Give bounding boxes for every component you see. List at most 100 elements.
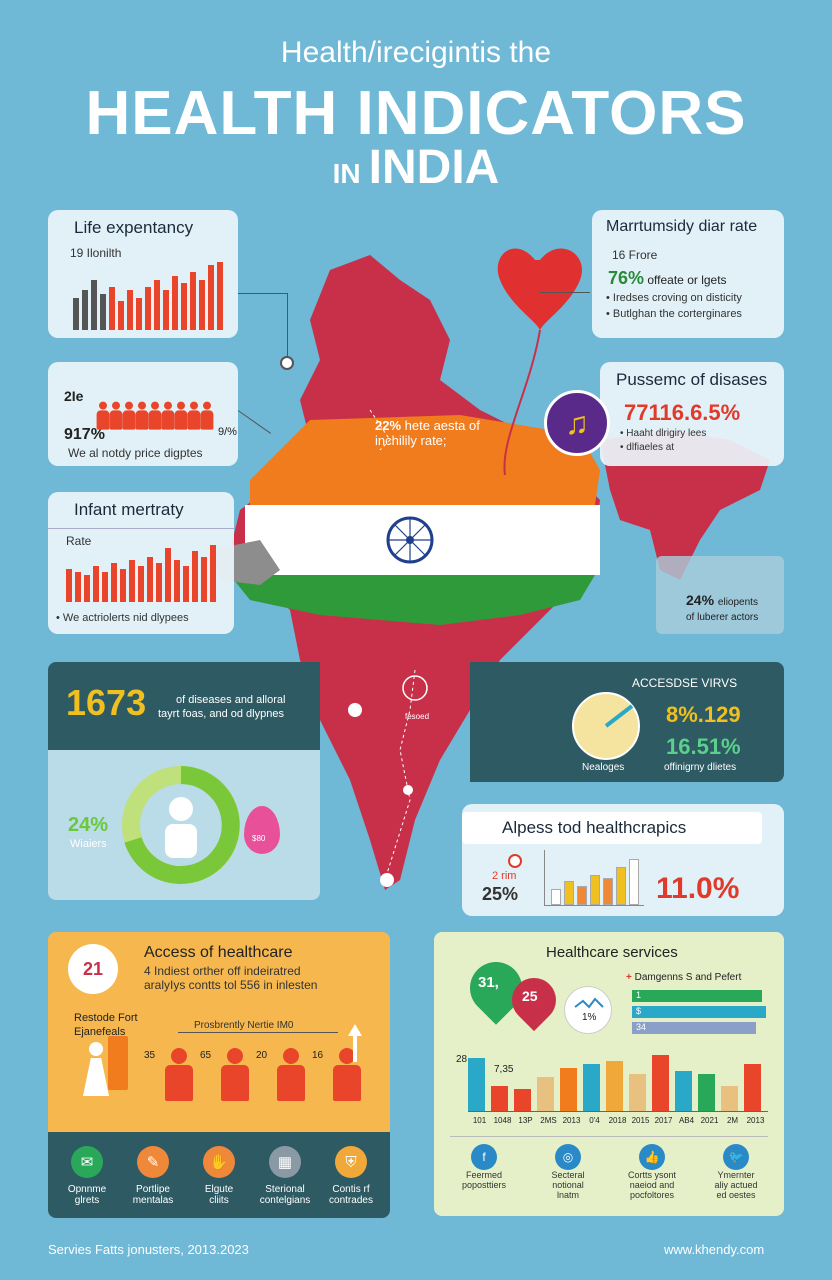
infant-mortality-title: Infant mertraty xyxy=(74,500,184,519)
workers-donut-chart xyxy=(122,766,240,884)
social-label: ed oestes xyxy=(716,1190,756,1200)
diseases-band-text-1: of diseases and alloral xyxy=(176,694,286,706)
access-left-label-2: Ejanefeals xyxy=(74,1026,126,1038)
social-label: Feermed xyxy=(465,1170,502,1180)
social-label: naeiod and xyxy=(629,1180,675,1190)
chart-bar xyxy=(190,272,196,330)
chart-bar xyxy=(145,287,151,330)
mail-icon: ✉ xyxy=(71,1146,103,1178)
chart-bar xyxy=(698,1074,715,1111)
infant-mortality-chart xyxy=(66,540,231,602)
x-tick-label: 101 xyxy=(472,1116,487,1125)
feature-item[interactable]: ✋ Elgute cliits xyxy=(186,1146,252,1206)
services-pin-1: 31, xyxy=(478,974,499,991)
services-axis-mid: 7,35 xyxy=(494,1064,514,1075)
chart-bar xyxy=(163,290,169,330)
chart-bar xyxy=(629,1074,646,1111)
services-legend-bars: 1 $34 xyxy=(632,990,772,1038)
diseases-line-1: • Haaht dlrigiry lees xyxy=(620,428,707,439)
x-tick-label: 2021 xyxy=(700,1116,719,1125)
chart-bar xyxy=(82,290,88,330)
access-pie-chart xyxy=(572,692,640,760)
alpess-chart xyxy=(544,850,644,906)
population-pct-left: 917% xyxy=(64,426,105,443)
social-item[interactable]: ◎ Secteral notional lnatm xyxy=(526,1144,610,1200)
access-views-band: ACCESDSE VIRVS Nealoges 8%.129 16.51% of… xyxy=(470,662,784,782)
shield-icon: ⛨ xyxy=(335,1146,367,1178)
person-icon xyxy=(164,1048,194,1104)
feature-label: contrades xyxy=(329,1195,373,1206)
woman-icon xyxy=(76,1042,116,1096)
x-tick-label: 2015 xyxy=(631,1116,650,1125)
chart-bar xyxy=(102,572,108,602)
workers-pct: 24% xyxy=(68,814,109,836)
header-subtitle: Health/irecigintis the xyxy=(280,36,552,69)
feature-item[interactable]: ⛨ Contis rf contrades xyxy=(318,1146,384,1206)
social-label: pocfoltores xyxy=(629,1190,675,1200)
diseases-pct: 77116.6.5% xyxy=(624,400,741,425)
edit-icon: ✎ xyxy=(137,1146,169,1178)
feature-label: glrets xyxy=(74,1195,100,1206)
thumb-icon: 👍 xyxy=(639,1144,665,1170)
lubber-factors-text-2: of luberer actors xyxy=(686,612,759,623)
life-expectancy-title: Life expentancy xyxy=(74,218,194,237)
feature-item[interactable]: ✉ Opnnme glrets xyxy=(54,1146,120,1206)
chart-bar xyxy=(66,569,72,602)
social-item[interactable]: 👍 Cortts ysont naeiod and pocfoltores xyxy=(610,1144,694,1200)
healthcare-services-card: Healthcare services 31, 25 1% + Damgenns… xyxy=(434,932,784,1216)
social-item[interactable]: 🐦 Ymernter aliy actued ed oestes xyxy=(694,1144,778,1200)
chart-bar xyxy=(208,265,214,330)
x-tick-label: 2013 xyxy=(746,1116,765,1125)
access-line-2: aralyIys contts tol 556 in inlesten xyxy=(144,978,318,992)
music-note-icon: ♫ xyxy=(544,390,610,456)
social-label: Cortts ysont xyxy=(627,1170,676,1180)
chart-bar xyxy=(652,1055,669,1111)
feature-label: Opnnme xyxy=(67,1184,107,1195)
person-icon xyxy=(220,1048,250,1104)
chart-bar xyxy=(537,1077,554,1111)
access-healthcare-card: 21 Access of healthcare 4 Indiest orther… xyxy=(48,932,390,1132)
access-views-title: ACCESDSE VIRVS xyxy=(632,676,738,690)
social-item[interactable]: f Feermed poposttiers xyxy=(442,1144,526,1190)
chart-bar xyxy=(590,875,600,905)
x-tick-label: 2MS xyxy=(540,1116,557,1125)
chart-bar xyxy=(138,566,144,602)
services-axis-top: 28 xyxy=(456,1054,468,1065)
feature-label: cliits xyxy=(209,1195,229,1206)
diseases-band-text-2: tayrt foas, and od dlypnes xyxy=(158,708,284,720)
alpess-pct-right: 11.0% xyxy=(656,872,740,905)
chart-bar xyxy=(118,301,124,330)
chart-bar xyxy=(583,1064,600,1111)
chart-bar xyxy=(165,548,171,602)
person-count: 65 xyxy=(200,1050,212,1061)
chart-bar xyxy=(201,557,207,602)
diseases-card: Pussemc of disases 77116.6.5% • Haaht dl… xyxy=(600,362,784,466)
footer-source: Servies Fatts jonusters, 2013.2023 xyxy=(48,1242,249,1257)
infant-mortality-label: Rate xyxy=(66,534,92,548)
arrow-up-icon xyxy=(348,1024,362,1036)
maternity-label: 16 Frore xyxy=(612,248,658,262)
access-people-row: 35 65 20 16 xyxy=(144,1044,376,1104)
chart-bar xyxy=(192,551,198,602)
footer-website[interactable]: www.khendy.com xyxy=(664,1242,765,1257)
feature-item[interactable]: ✎ Portlipe mentalas xyxy=(120,1146,186,1206)
legend-bar: 1 xyxy=(632,990,762,1002)
chart-bar xyxy=(75,572,81,602)
services-x-axis: 101 1048 13P 2MS 2013 0'4 2018 2015 2017 AB4 2021 2… xyxy=(468,1116,768,1128)
feature-item[interactable]: ▦ Sterional contelgians xyxy=(252,1146,318,1206)
chart-bar xyxy=(136,298,142,330)
social-label: Secteral xyxy=(551,1170,585,1180)
x-tick-label: 2M xyxy=(726,1116,739,1125)
social-label: poposttiers xyxy=(461,1180,507,1190)
chart-bar xyxy=(491,1086,508,1111)
person-count: 20 xyxy=(256,1050,268,1061)
workers-label: Wiaiers xyxy=(70,838,107,850)
lubber-factors-box: 24% eliopents of luberer actors xyxy=(656,556,784,634)
person-icon xyxy=(109,401,123,431)
maternity-card: Marrtumsidy diar rate 16 Frore 76% offea… xyxy=(592,210,784,338)
flag-green-band xyxy=(230,575,595,625)
facebook-icon: f xyxy=(471,1144,497,1170)
chart-bar xyxy=(210,545,216,602)
chart-bar xyxy=(111,563,117,602)
feature-label: mentalas xyxy=(132,1195,174,1206)
